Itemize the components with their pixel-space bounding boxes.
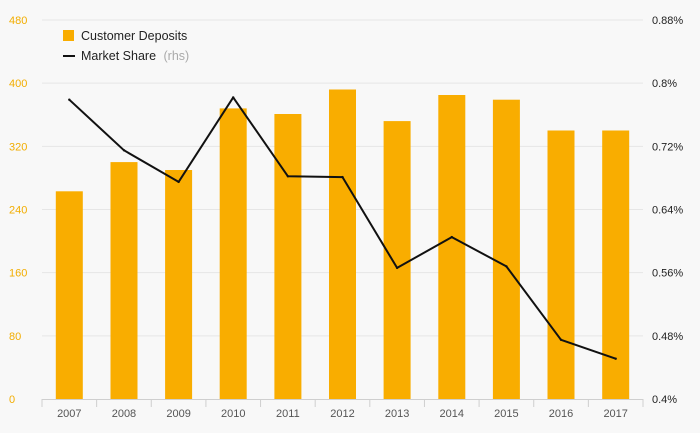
- y-right-tick-label: 0.56%: [652, 268, 683, 280]
- x-tick-label: 2011: [276, 408, 300, 420]
- point-market-share: [122, 149, 126, 152]
- y-right-tick-label: 0.64%: [652, 205, 683, 217]
- point-market-share: [232, 96, 235, 99]
- y-left-tick-label: 160: [9, 268, 27, 280]
- x-tick-label: 2017: [603, 408, 627, 420]
- x-tick-label: 2012: [330, 408, 354, 420]
- bar-customer-deposits: [492, 99, 520, 399]
- x-tick-label: 2009: [166, 408, 190, 420]
- point-market-share: [177, 180, 180, 184]
- point-market-share: [341, 175, 344, 179]
- y-left-tick-label: 480: [9, 15, 27, 27]
- legend: Customer Deposits Market Share (rhs): [63, 29, 189, 63]
- bar-customer-deposits: [165, 170, 193, 399]
- y-right-tick-label: 0.72%: [652, 141, 683, 153]
- legend-label-market-share-name: Market Share: [81, 49, 156, 63]
- line-series: [68, 96, 617, 360]
- point-market-share: [505, 265, 508, 268]
- point-market-share: [450, 235, 453, 239]
- bar-customer-deposits: [329, 89, 356, 399]
- legend-label-market-share: Market Share (rhs): [81, 49, 189, 63]
- legend-swatch-customer-deposits: [63, 30, 74, 41]
- bar-customer-deposits: [602, 130, 630, 399]
- y-left-tick-label: 80: [9, 331, 21, 343]
- y-right-tick-label: 0.48%: [652, 331, 683, 343]
- x-tick-label: 2007: [57, 408, 81, 420]
- point-market-share: [68, 98, 71, 101]
- x-tick-label: 2010: [221, 408, 245, 420]
- y-right-tick-label: 0.88%: [652, 15, 683, 27]
- point-market-share: [395, 266, 399, 270]
- x-tick-label: 2008: [112, 408, 136, 420]
- bar-customer-deposits: [383, 121, 411, 399]
- y-right-tick-label: 0.4%: [652, 394, 677, 406]
- bar-customer-deposits: [219, 108, 247, 400]
- bar-customer-deposits: [438, 95, 466, 399]
- x-tick-label: 2014: [440, 408, 464, 420]
- y-right-tick-label: 0.8%: [652, 78, 677, 90]
- x-tick-label: 2016: [549, 408, 573, 420]
- point-market-share: [559, 338, 563, 341]
- legend-label-customer-deposits: Customer Deposits: [81, 29, 187, 43]
- y-left-tick-label: 0: [9, 394, 15, 406]
- x-tick-label: 2013: [385, 408, 409, 420]
- bar-customer-deposits: [110, 162, 138, 399]
- point-market-share: [286, 175, 290, 178]
- bar-series: [55, 89, 630, 400]
- axes: 0 0.4% 80 0.48% 160 0.56% 240 0.64% 320 0.72% 400 0…: [9, 15, 683, 420]
- bar-customer-deposits: [547, 130, 575, 399]
- y-left-tick-label: 320: [9, 141, 27, 153]
- legend-label-market-share-note: (rhs): [164, 49, 190, 63]
- y-left-tick-label: 240: [9, 205, 27, 217]
- bar-customer-deposits: [55, 191, 83, 399]
- y-left-tick-label: 400: [9, 78, 27, 90]
- x-tick-label: 2015: [494, 408, 518, 420]
- point-market-share: [614, 357, 617, 360]
- bar-customer-deposits: [274, 114, 302, 399]
